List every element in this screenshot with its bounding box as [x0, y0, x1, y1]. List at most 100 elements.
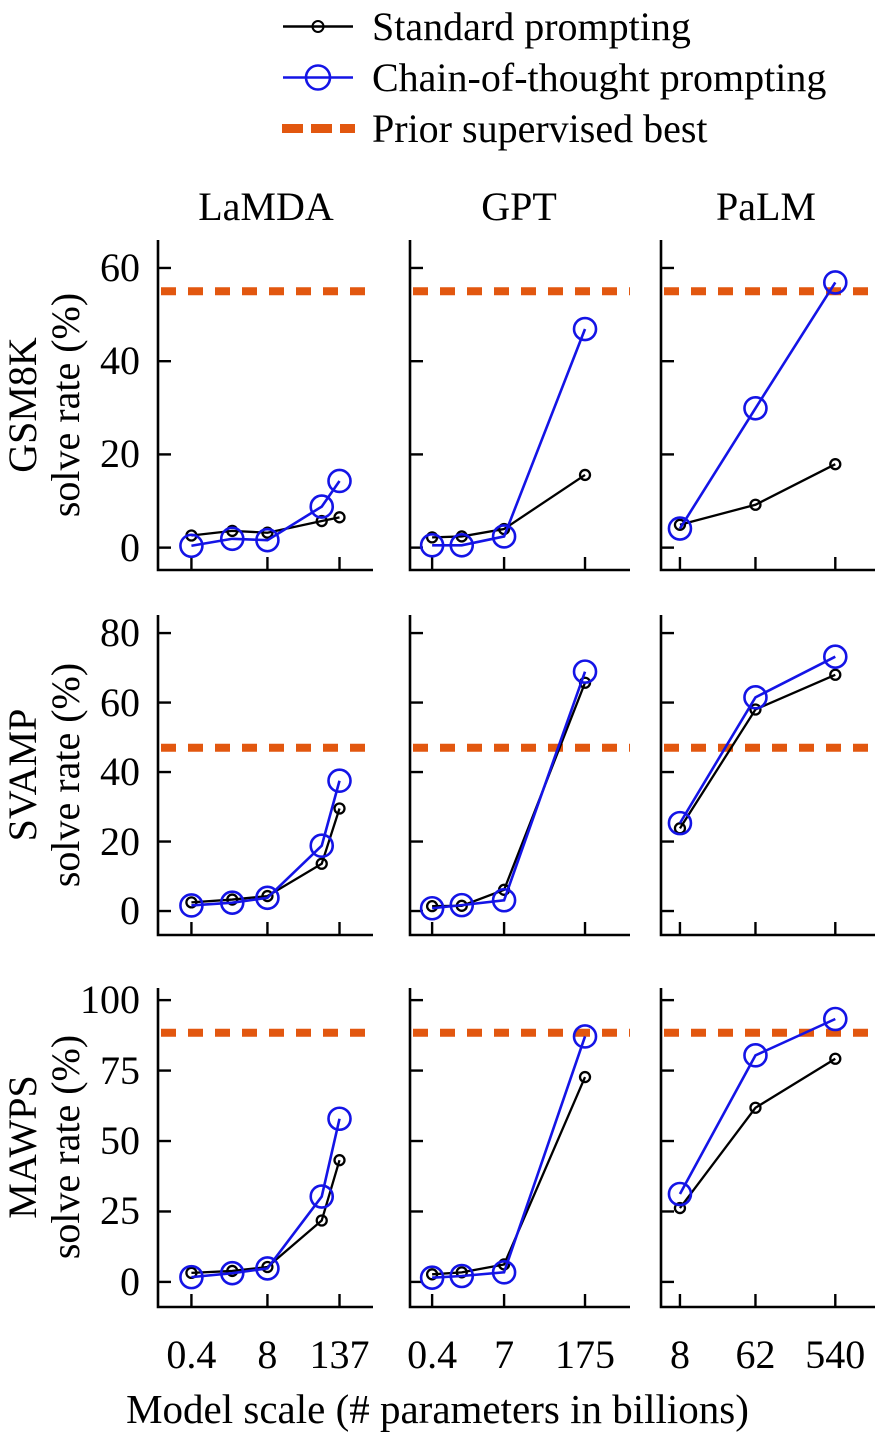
y-tick-label: 75 [100, 1047, 140, 1093]
cot-marker [822, 1006, 848, 1032]
x-tick-label: 137 [309, 1332, 370, 1377]
cot-marker [572, 316, 598, 342]
standard-marker [333, 511, 346, 524]
standard-line [432, 682, 587, 908]
axis-lines [408, 240, 630, 572]
standard-marker [315, 514, 328, 528]
standard-marker [261, 889, 274, 903]
standard-marker [749, 498, 762, 511]
standard-marker [425, 900, 439, 913]
cot-marker [449, 1263, 475, 1289]
x-tick-label: 540 [805, 1332, 866, 1377]
cot-line [431, 671, 587, 910]
standard-line [432, 473, 586, 539]
cot-marker [572, 659, 598, 684]
y-tick-label: 0 [120, 1258, 140, 1304]
y-tick-label: 50 [100, 1118, 140, 1164]
standard-marker [749, 1101, 762, 1114]
standard-marker [829, 458, 842, 471]
legend-item-standard: Standard prompting [281, 1, 826, 52]
standard-marker [315, 857, 328, 870]
axis-lines [156, 240, 373, 572]
cot-marker [491, 887, 517, 913]
cot-marker [255, 885, 280, 911]
cot-line [191, 1118, 341, 1279]
cot-marker [327, 1106, 352, 1132]
y-tick-label: 40 [100, 749, 140, 795]
x-tick-label: 0.4 [407, 1332, 458, 1377]
standard-marker [425, 531, 439, 544]
cot-marker [179, 893, 204, 918]
standard-marker [578, 1070, 592, 1084]
cot-line [432, 1036, 587, 1279]
cot-marker [449, 892, 475, 918]
cot-marker [419, 895, 445, 921]
axis-lines [408, 988, 630, 1309]
y-tick-label: 0 [120, 888, 140, 934]
panel-gsm8k-palm [659, 240, 875, 572]
cot-marker [179, 1264, 204, 1290]
panel-gsm8k-lamda [156, 240, 373, 572]
axis-lines [659, 615, 875, 937]
standard-marker [185, 896, 198, 909]
standard-marker [673, 1201, 687, 1215]
standard-marker [673, 518, 687, 531]
cot-marker [327, 468, 352, 494]
cot-marker [449, 532, 475, 558]
column-title-palm: PaLM [716, 184, 816, 229]
x-tick-label: 62 [735, 1332, 776, 1377]
cot-marker [309, 1184, 335, 1209]
cot-marker [179, 533, 204, 559]
cot-marker [491, 1260, 517, 1285]
standard-line [679, 1057, 836, 1209]
y-tick-label: 40 [100, 338, 140, 384]
standard-marker [315, 1214, 328, 1227]
standard-marker [333, 1154, 346, 1167]
cot-marker [743, 1043, 768, 1068]
standard-line [679, 463, 836, 526]
standard-marker [829, 1052, 842, 1065]
cot-marker [419, 1265, 445, 1290]
cot-marker [572, 1024, 598, 1049]
y-tick-label: 60 [100, 679, 140, 725]
y-tick-label: 0 [120, 524, 140, 570]
cot-marker [219, 890, 245, 915]
cot-marker [219, 526, 245, 552]
cot-marker [419, 532, 445, 558]
cot-marker [667, 516, 693, 541]
chain-of-thought-line-icon [283, 64, 353, 91]
cot-line [678, 655, 836, 824]
y-tick-label: 25 [100, 1188, 140, 1234]
cot-marker [667, 810, 693, 836]
standard-marker [261, 526, 274, 539]
panel-mawps-gpt [408, 988, 630, 1309]
y-tick-label: 60 [100, 244, 140, 290]
cot-line [191, 780, 341, 907]
panel-svamp-palm [659, 615, 875, 937]
axis-lines [156, 988, 373, 1309]
x-tick-label: 8 [257, 1332, 278, 1377]
standard-marker [578, 468, 592, 482]
standard-marker [261, 1260, 274, 1274]
standard-marker [829, 668, 842, 681]
standard-marker [333, 802, 346, 815]
cot-marker [667, 1181, 693, 1207]
legend: Standard prompting Chain-of-thought prom… [281, 1, 826, 154]
axis-lines [408, 615, 630, 937]
x-tick-label: 7 [494, 1332, 515, 1377]
axis-lines [659, 240, 875, 572]
axis-lines [156, 615, 373, 937]
legend-label-cot: Chain-of-thought prompting [372, 55, 827, 100]
standard-marker [226, 524, 239, 537]
legend-item-prior: Prior supervised best [281, 103, 826, 154]
panel-gsm8k-gpt [408, 240, 630, 572]
cot-marker [255, 527, 280, 553]
cot-marker [219, 1260, 245, 1286]
standard-marker [425, 1268, 439, 1281]
legend-label-prior: Prior supervised best [372, 106, 708, 151]
cot-marker [743, 685, 768, 710]
x-tick-label: 175 [555, 1332, 616, 1377]
x-axis-label: Model scale (# parameters in billions) [126, 1386, 749, 1432]
cot-line [678, 281, 837, 530]
